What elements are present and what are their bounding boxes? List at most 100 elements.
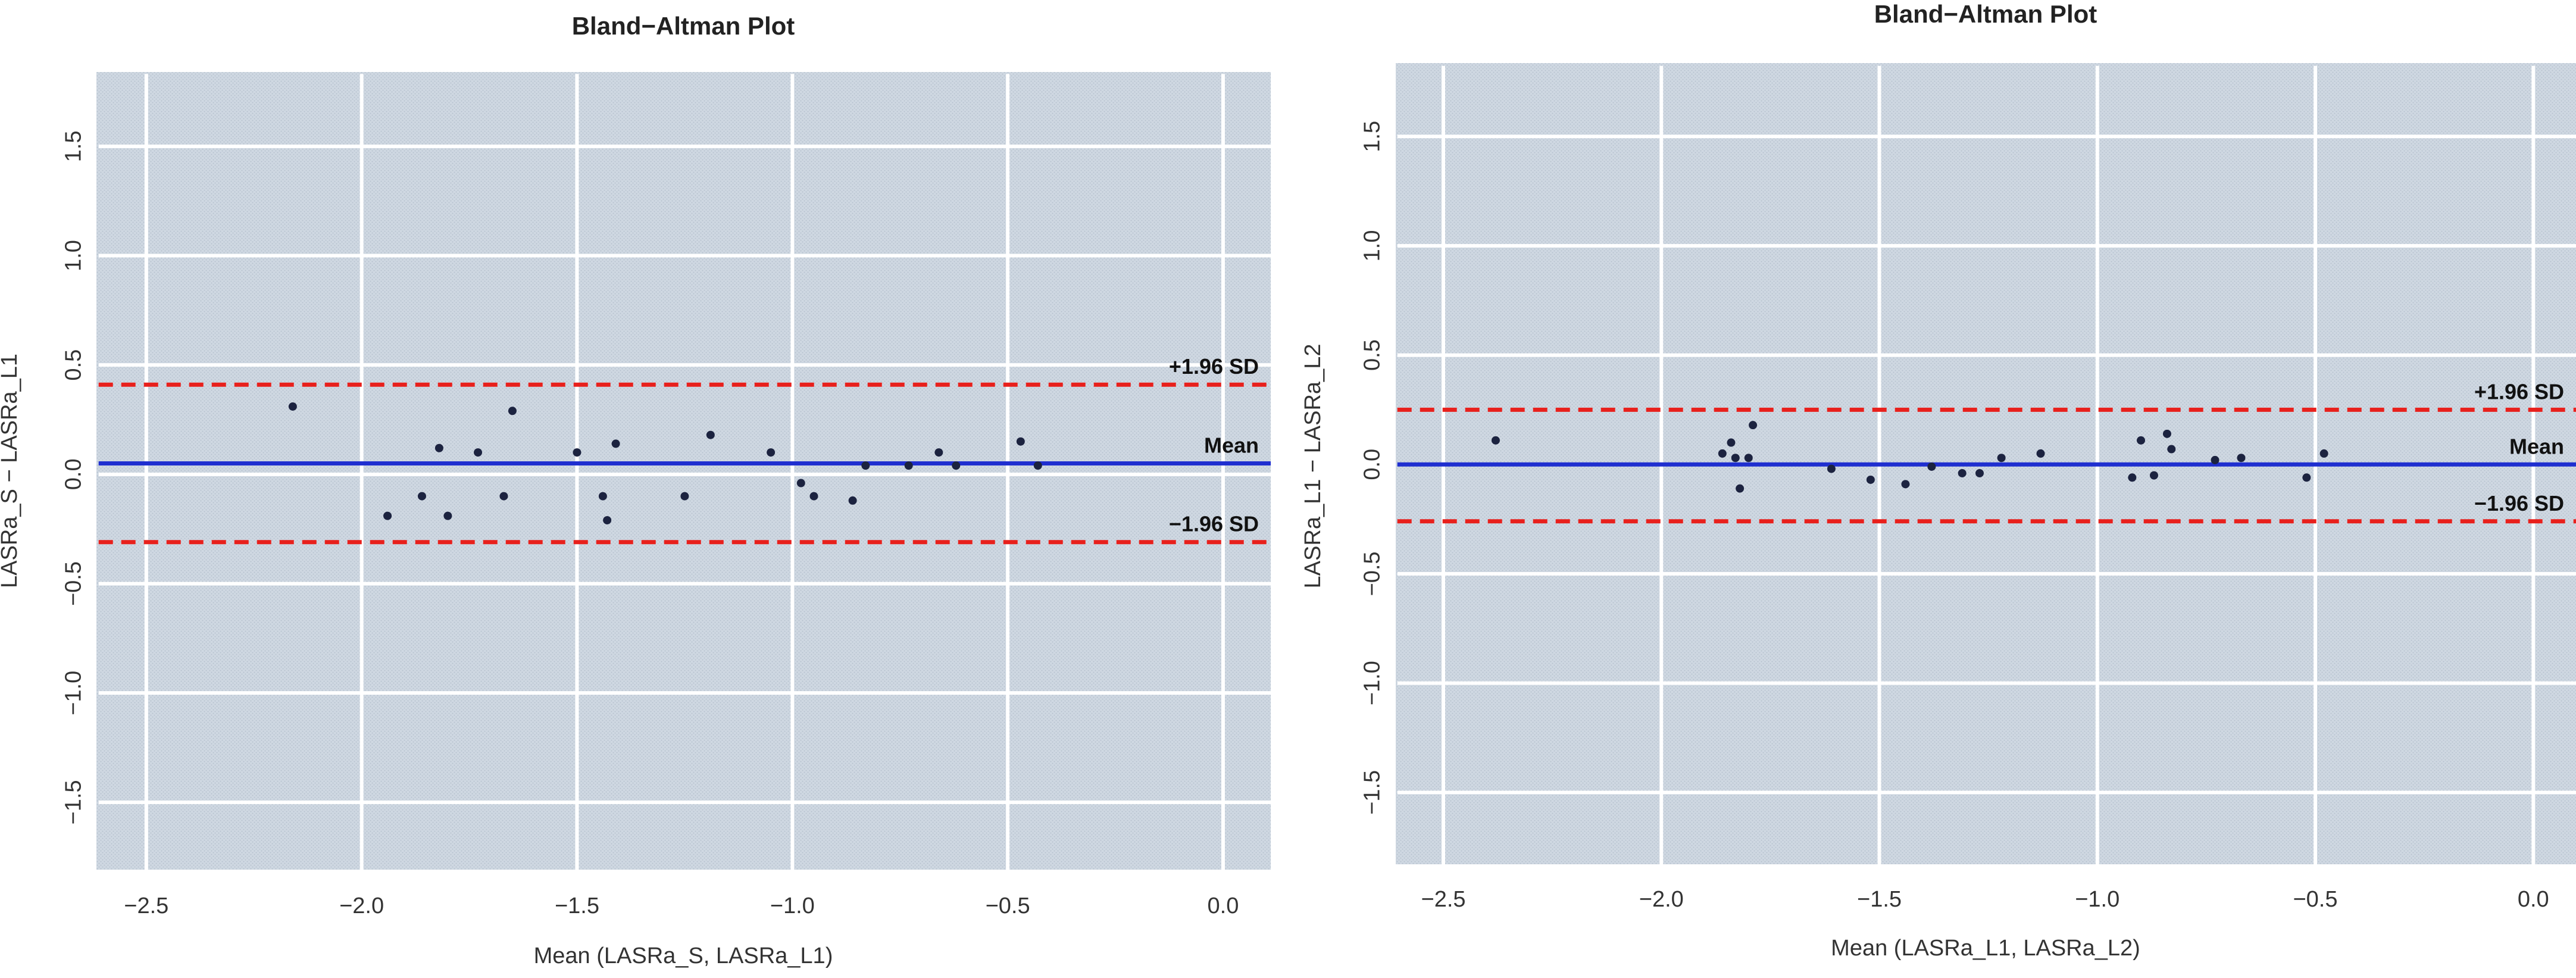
data-points [288, 402, 1042, 524]
data-point [2149, 471, 2158, 480]
x-axis-label: Mean (LASRa_L1, LASRa_L2) [1831, 936, 2140, 961]
data-point [417, 492, 426, 501]
lower-limit-label: −1.96 SD [2474, 491, 2564, 515]
y-tick-label: −0.5 [61, 561, 86, 606]
y-tick-label: 0.5 [1360, 339, 1385, 371]
data-point [1736, 484, 1745, 493]
data-point [1016, 437, 1025, 446]
data-point [499, 492, 508, 501]
x-tick-label: −1.5 [555, 893, 599, 918]
y-tick-labels: −1.5 −1.0 −0.5 0.0 0.5 1.0 1.5 [61, 130, 86, 824]
chart-title: Bland−Altman Plot [1874, 0, 2097, 28]
data-points [1491, 421, 2328, 493]
y-tick-label: 1.5 [1360, 121, 1385, 152]
chart-panel-right: −2.5 −2.0 −1.5 −1.0 −0.5 0.0 −1.5 −1.0 −0.5 0.0 0… [1300, 0, 2576, 961]
data-point [2167, 445, 2176, 454]
grid-lines [98, 74, 1271, 877]
y-tick-label: 1.0 [1360, 230, 1385, 262]
grid-lines [1397, 65, 2576, 870]
data-point [848, 496, 857, 505]
y-tick-label: −1.5 [1360, 770, 1385, 815]
upper-limit-label: +1.96 SD [1169, 354, 1259, 379]
x-tick-label: 0.0 [1208, 893, 1239, 918]
y-tick-label: −1.5 [61, 780, 86, 824]
data-point [1827, 464, 1836, 473]
reference-lines [98, 382, 1271, 545]
data-point [611, 439, 620, 448]
y-axis-label: LASRa_S − LASRa_L1 [0, 354, 22, 588]
x-tick-labels: −2.5 −2.0 −1.5 −1.0 −0.5 0.0 [1421, 887, 2549, 912]
data-point [1901, 480, 1910, 489]
data-point [508, 407, 517, 415]
data-point [2036, 449, 2045, 458]
data-point [2162, 429, 2171, 438]
x-tick-label: −2.0 [1639, 887, 1684, 912]
x-tick-label: −1.5 [1857, 887, 1902, 912]
reference-lines [1397, 407, 2576, 524]
data-point [573, 448, 582, 457]
data-point [706, 430, 715, 439]
data-point [2137, 436, 2146, 445]
y-tick-label: −1.0 [61, 671, 86, 715]
x-tick-label: −2.5 [1421, 887, 1466, 912]
data-point [1866, 475, 1875, 484]
y-tick-label: 1.0 [61, 240, 86, 271]
data-point [1727, 438, 1736, 447]
data-point [796, 479, 805, 488]
data-point [474, 448, 483, 457]
data-point [1718, 449, 1727, 458]
data-point [904, 461, 913, 470]
data-point [1997, 454, 2006, 463]
y-tick-label: 1.5 [61, 130, 86, 162]
y-tick-label: 0.0 [1360, 449, 1385, 480]
data-point [2319, 449, 2328, 458]
data-point [934, 448, 943, 457]
data-point [1491, 436, 1500, 445]
chart-panel-left: −2.5 −2.0 −1.5 −1.0 −0.5 0.0 −1.5 −1.0 −0.5 0.0 0… [0, 12, 1271, 968]
x-tick-label: −0.5 [2293, 887, 2337, 912]
x-tick-label: −2.0 [339, 893, 384, 918]
data-point [443, 511, 452, 520]
data-point [1731, 454, 1740, 463]
data-point [1927, 462, 1936, 471]
data-point [1975, 468, 1984, 477]
x-tick-label: 0.0 [2518, 887, 2549, 912]
data-point [383, 511, 392, 520]
data-point [434, 443, 443, 452]
data-point [1744, 454, 1753, 463]
x-tick-label: −0.5 [986, 893, 1030, 918]
data-point [2211, 455, 2219, 464]
data-point [598, 492, 607, 501]
data-point [288, 402, 297, 411]
x-tick-label: −2.5 [124, 893, 168, 918]
data-point [809, 492, 818, 501]
y-axis-label: LASRa_L1 − LASRa_L2 [1300, 344, 1325, 589]
lower-limit-label: −1.96 SD [1169, 512, 1259, 536]
y-tick-label: 0.5 [61, 349, 86, 381]
x-axis-label: Mean (LASRa_S, LASRa_L1) [534, 943, 833, 968]
x-tick-label: −1.0 [2075, 887, 2119, 912]
y-tick-label: 0.0 [61, 458, 86, 490]
plot-background [96, 72, 1271, 870]
x-tick-label: −1.0 [770, 893, 815, 918]
data-point [861, 461, 870, 470]
data-point [952, 461, 961, 470]
mean-label: Mean [2509, 434, 2564, 458]
data-point [1958, 468, 1967, 477]
data-point [1749, 421, 1758, 430]
data-point [1033, 461, 1042, 470]
x-tick-labels: −2.5 −2.0 −1.5 −1.0 −0.5 0.0 [124, 893, 1239, 918]
data-point [2237, 454, 2246, 463]
chart-title: Bland−Altman Plot [572, 12, 795, 40]
data-point [2128, 473, 2137, 482]
mean-label: Mean [1204, 433, 1259, 457]
data-point [680, 492, 689, 501]
upper-limit-label: +1.96 SD [2474, 379, 2564, 404]
y-tick-label: −1.0 [1360, 661, 1385, 705]
y-tick-label: −0.5 [1360, 551, 1385, 596]
y-tick-labels: −1.5 −1.0 −0.5 0.0 0.5 1.0 1.5 [1360, 121, 1385, 815]
data-point [767, 448, 776, 457]
data-point [603, 515, 612, 524]
data-point [2302, 473, 2311, 482]
